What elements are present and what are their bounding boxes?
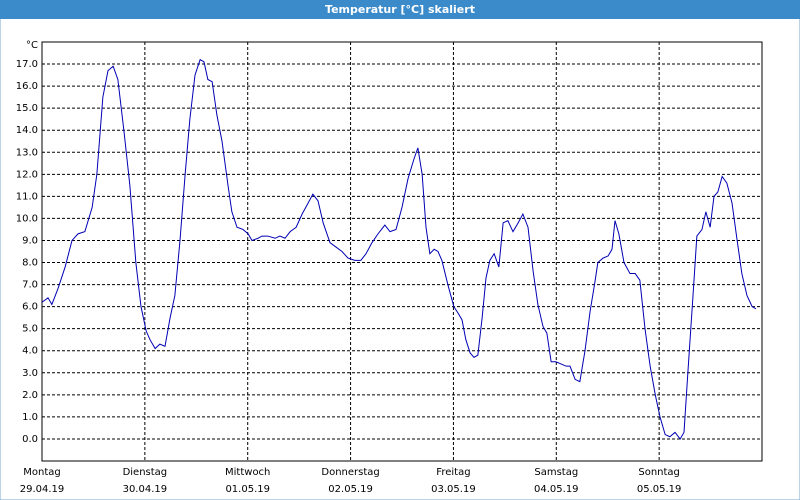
y-tick-label: 11.0 <box>16 191 38 202</box>
title-bar <box>0 0 800 19</box>
y-tick-label: 12.0 <box>16 169 38 180</box>
x-tick-date: 29.04.19 <box>20 484 65 495</box>
x-tick-date: 04.05.19 <box>534 484 579 495</box>
plot-frame <box>41 41 763 462</box>
x-tick-date: 03.05.19 <box>431 484 476 495</box>
y-tick-label: 15.0 <box>16 103 38 114</box>
x-tick-date: 02.05.19 <box>328 484 373 495</box>
y-tick-label: 14.0 <box>16 125 38 136</box>
x-tick-date: 01.05.19 <box>225 484 270 495</box>
y-tick-label: 4.0 <box>22 346 38 357</box>
y-tick-label: 1.0 <box>22 412 38 423</box>
x-tick-label: Freitag <box>436 467 470 478</box>
y-tick-label: 16.0 <box>16 81 38 92</box>
y-tick-label: 8.0 <box>22 258 38 269</box>
x-tick-label: Mittwoch <box>225 467 270 478</box>
x-tick-label: Samstag <box>534 467 578 478</box>
y-unit: °C <box>26 40 38 51</box>
y-tick-label: 0.0 <box>22 434 38 445</box>
y-tick-label: 10.0 <box>16 213 38 224</box>
x-tick-label: Sonntag <box>638 467 680 478</box>
line-series <box>41 58 757 440</box>
y-tick-label: 17.0 <box>16 59 38 70</box>
x-tick-label: Donnerstag <box>321 467 379 478</box>
y-tick-label: 2.0 <box>22 390 38 401</box>
y-tick-label: 3.0 <box>22 368 38 379</box>
y-tick-label: 13.0 <box>16 147 38 158</box>
x-tick-date: 30.04.19 <box>123 484 168 495</box>
x-tick-date: 05.05.19 <box>637 484 682 495</box>
x-tick-label: Dienstag <box>123 467 168 478</box>
x-tick-label: Montag <box>23 467 60 478</box>
y-tick-label: 5.0 <box>22 324 38 335</box>
y-tick-label: 7.0 <box>22 280 38 291</box>
y-tick-label: 9.0 <box>22 235 38 246</box>
y-tick-label: 6.0 <box>22 302 38 313</box>
chart-title: Temperatur [°C] skaliert <box>325 3 475 16</box>
